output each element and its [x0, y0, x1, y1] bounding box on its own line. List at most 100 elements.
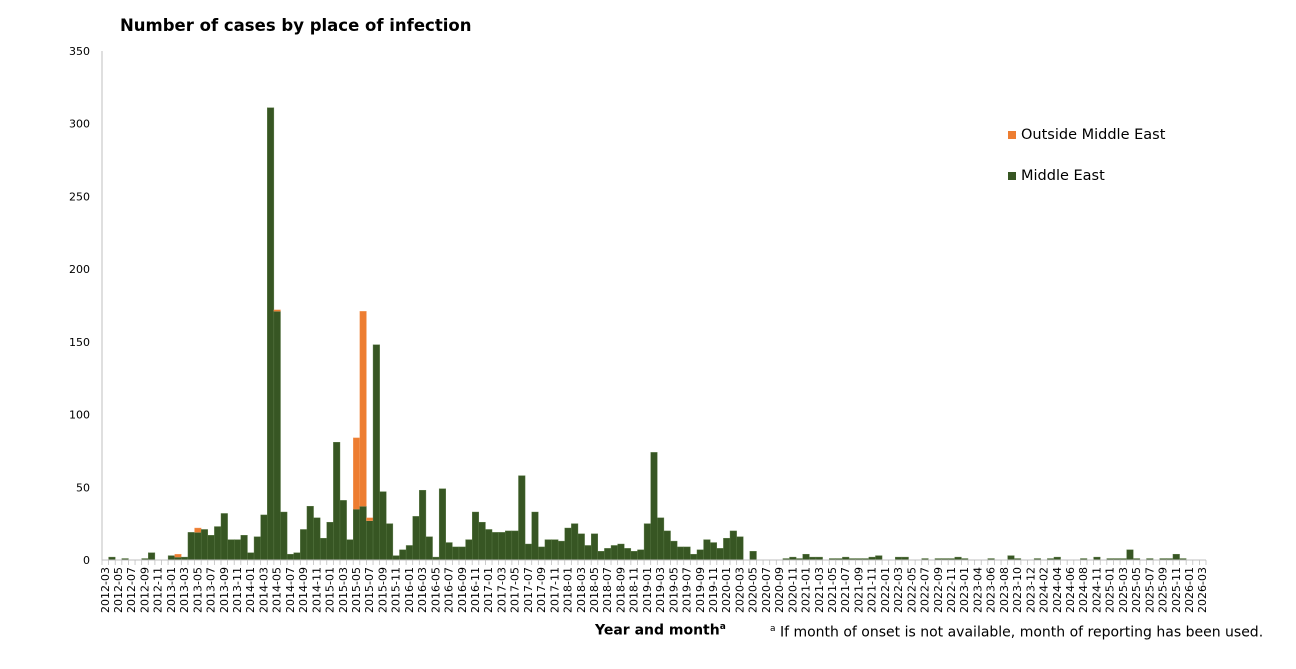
bar-middle-east	[194, 532, 202, 561]
bar-middle-east	[696, 549, 704, 561]
bar-middle-east	[220, 513, 228, 561]
bar-middle-east	[339, 500, 347, 561]
bar-middle-east	[392, 555, 400, 561]
x-tick-label: 2017-03	[495, 567, 508, 613]
bar-middle-east	[690, 553, 698, 561]
x-tick-label: 2016-05	[429, 567, 442, 613]
bar-middle-east	[240, 535, 248, 561]
legend-swatch-middle-east	[1008, 172, 1016, 180]
x-tick-label: 2021-09	[852, 567, 865, 613]
bar-middle-east	[399, 549, 407, 561]
x-tick-label: 2025-09	[1157, 567, 1170, 613]
bar-middle-east	[227, 539, 235, 561]
x-tick-label: 2025-07	[1143, 567, 1156, 613]
x-tick-label: 2014-03	[257, 567, 270, 613]
x-tick-label: 2017-09	[535, 567, 548, 613]
bar-middle-east	[604, 548, 612, 561]
y-tick-label: 50	[76, 481, 90, 494]
x-tick-label: 2022-07	[919, 567, 932, 613]
bar-middle-east	[267, 107, 275, 561]
x-tick-label: 2013-07	[205, 567, 218, 613]
bar-middle-east	[472, 511, 480, 561]
x-tick-label: 2021-07	[839, 567, 852, 613]
x-tick-label: 2022-03	[892, 567, 905, 613]
bar-middle-east	[511, 530, 519, 561]
bar-middle-east	[875, 555, 883, 561]
x-tick-label: 2021-05	[826, 567, 839, 613]
bar-middle-east	[386, 523, 394, 561]
x-tick-label: 2026-03	[1196, 567, 1209, 613]
x-axis-title: Year and montha	[595, 622, 726, 639]
x-tick-label: 2017-07	[522, 567, 535, 613]
bar-middle-east	[729, 530, 737, 561]
bar-middle-east	[313, 517, 321, 561]
x-tick-label: 2012-03	[99, 567, 112, 613]
x-tick-label: 2023-06	[985, 567, 998, 613]
x-tick-label: 2018-11	[628, 567, 641, 613]
x-tick-label: 2025-03	[1117, 567, 1130, 613]
x-tick-label: 2022-09	[932, 567, 945, 613]
bar-middle-east	[200, 529, 208, 561]
x-tick-label: 2019-11	[707, 567, 720, 613]
legend-item-middle-east: Middle East	[1008, 168, 1105, 184]
bar-middle-east	[802, 553, 810, 561]
bar-middle-east	[167, 555, 175, 561]
bar-middle-east	[280, 511, 288, 561]
x-tick-label: 2015-11	[390, 567, 403, 613]
bar-middle-east	[716, 548, 724, 561]
y-tick-label: 250	[69, 190, 90, 203]
bar-outside-middle-east	[353, 437, 361, 510]
bar-middle-east	[319, 537, 327, 561]
x-tick-label: 2021-01	[800, 567, 813, 613]
bar-middle-east	[445, 542, 453, 561]
footnote: a If month of onset is not available, mo…	[770, 624, 1263, 641]
x-tick-label: 2013-11	[231, 567, 244, 613]
y-tick-label: 150	[69, 336, 90, 349]
x-tick-label: 2012-05	[112, 567, 125, 613]
bar-middle-east	[293, 552, 301, 561]
bar-middle-east	[736, 536, 744, 561]
bar-middle-east	[478, 521, 486, 561]
bar-middle-east	[273, 311, 281, 561]
bar-middle-east	[366, 520, 374, 561]
bar-middle-east	[577, 533, 585, 561]
x-tick-label: 2013-05	[191, 567, 204, 613]
bar-middle-east	[676, 546, 684, 561]
x-tick-label: 2015-03	[337, 567, 350, 613]
bar-middle-east	[564, 527, 572, 561]
bar-middle-east	[438, 488, 446, 561]
bar-middle-east	[518, 475, 526, 561]
bar-middle-east	[207, 535, 215, 561]
bar-middle-east	[637, 549, 645, 561]
bar-middle-east	[617, 543, 625, 561]
bar-middle-east	[498, 532, 506, 561]
x-tick-label: 2019-03	[654, 567, 667, 613]
x-tick-label: 2020-09	[773, 567, 786, 613]
x-tick-label: 2019-05	[667, 567, 680, 613]
bar-middle-east	[597, 551, 605, 561]
x-tick-label: 2017-05	[509, 567, 522, 613]
bar-middle-east	[505, 530, 513, 561]
bar-outside-middle-east	[359, 311, 367, 507]
bar-middle-east	[333, 442, 341, 561]
bar-middle-east	[584, 545, 592, 561]
bar-middle-east	[260, 514, 268, 561]
bar-middle-east	[663, 530, 671, 561]
x-tick-label: 2020-05	[747, 567, 760, 613]
bar-middle-east	[465, 539, 473, 561]
bar-middle-east	[253, 536, 261, 561]
x-tick-label: 2016-07	[443, 567, 456, 613]
x-tick-label: 2022-01	[879, 567, 892, 613]
x-tick-label: 2013-01	[165, 567, 178, 613]
bar-middle-east	[670, 540, 678, 561]
x-tick-label: 2022-11	[945, 567, 958, 613]
bar-middle-east	[412, 516, 420, 561]
bar-middle-east	[610, 545, 618, 561]
x-tick-label: 2016-03	[416, 567, 429, 613]
bar-middle-east	[372, 344, 380, 561]
bar-middle-east	[709, 542, 718, 561]
x-tick-label: 2018-03	[575, 567, 588, 613]
x-tick-label: 2018-05	[588, 567, 601, 613]
x-tick-label: 2014-05	[271, 567, 284, 613]
bar-middle-east	[1126, 549, 1134, 561]
